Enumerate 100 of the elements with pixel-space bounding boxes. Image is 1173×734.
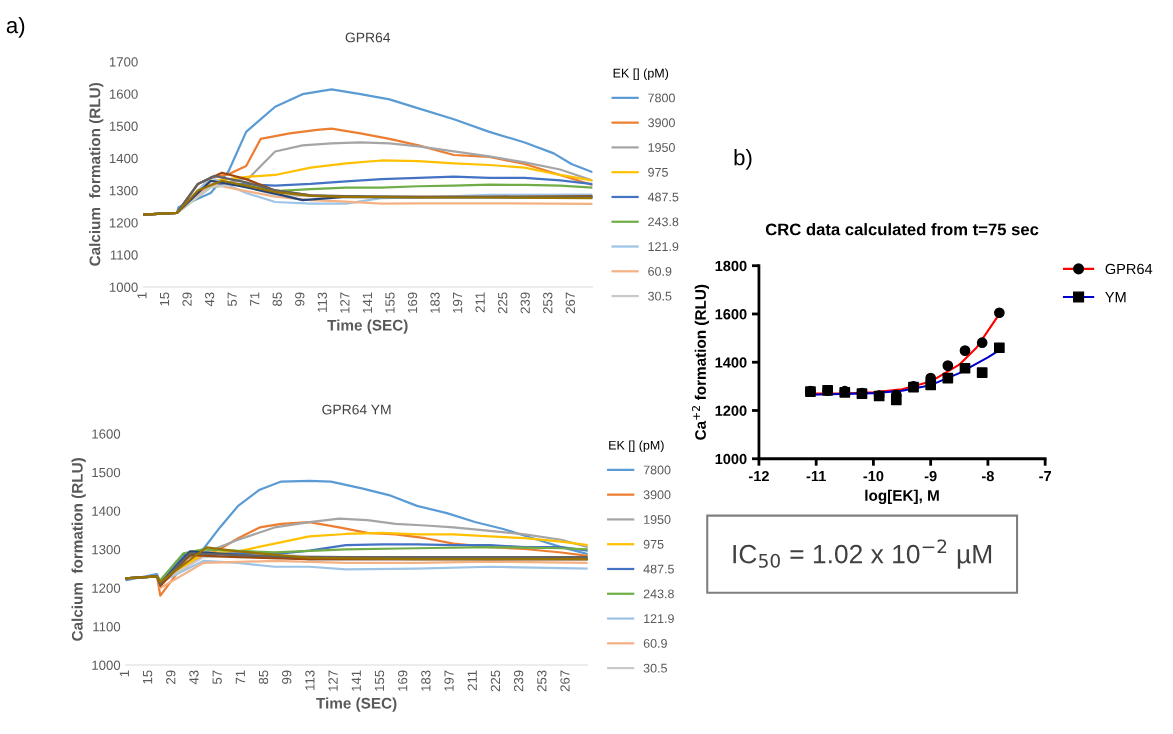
- x-tick-label: -11: [806, 471, 826, 482]
- y-tick-label: 1700: [109, 57, 138, 67]
- x-tick-label: 155: [374, 670, 385, 691]
- legend-label: 121.9: [648, 242, 679, 252]
- x-tick-label: -9: [924, 470, 937, 482]
- point: [976, 367, 988, 378]
- x-tick-label: 113: [317, 292, 327, 312]
- y-tick-label: 1200: [715, 405, 747, 416]
- x-tick-label: 15: [143, 670, 153, 684]
- legend-label: 3900: [643, 490, 671, 500]
- x-tick-label: 85: [272, 292, 282, 306]
- point: [959, 362, 971, 374]
- legend-title: EK [] (pM): [609, 440, 664, 453]
- legend-label: 243.8: [643, 589, 674, 599]
- legend-label: 975: [648, 167, 668, 177]
- legend-label: 975: [643, 539, 664, 549]
- x-tick-label: 71: [250, 292, 260, 306]
- x-tick-label: 1: [119, 670, 129, 677]
- x-tick-label: -7: [1039, 471, 1051, 482]
- point: [993, 342, 1005, 354]
- y-tick-label: 1300: [109, 185, 138, 196]
- x-tick-label: -10: [863, 470, 884, 482]
- legend-label: GPR64: [1105, 263, 1153, 275]
- x-tick-label: 127: [328, 670, 338, 691]
- legend-label: 1950: [644, 515, 671, 524]
- y-tick-label: 1600: [715, 309, 747, 320]
- text: a): [6, 16, 25, 38]
- x-tick-label: 225: [498, 292, 508, 314]
- x-tick-label: 57: [227, 292, 237, 306]
- x-tick-label: 43: [204, 292, 215, 307]
- legend-label: 487.5: [647, 192, 679, 202]
- legend-label: 487.5: [643, 564, 674, 574]
- x-tick-label: 99: [282, 670, 292, 684]
- x-tick-label: 155: [385, 292, 395, 313]
- point: [993, 307, 1005, 319]
- chart-title: CRC data calculated from t=75 sec: [765, 223, 1039, 236]
- y-tick-label: 1100: [110, 250, 138, 260]
- y-axis-title: Calcium formation (RLU): [71, 458, 86, 641]
- x-tick-label: 225: [490, 670, 501, 692]
- y-tick-label: 1500: [92, 467, 121, 478]
- text: b): [734, 149, 752, 170]
- x-tick-label: 239: [513, 670, 524, 692]
- x-tick-label: 85: [258, 670, 269, 684]
- y-tick-label: 1000: [715, 453, 747, 465]
- legend-label: 121.9: [644, 614, 674, 624]
- legend-label: 60.9: [643, 638, 667, 648]
- y-tick-label: 1200: [92, 583, 121, 593]
- x-tick-label: -8: [981, 470, 994, 482]
- x-axis-title: Time (SEC): [316, 697, 397, 712]
- x-tick-label: 15: [159, 292, 170, 306]
- x-axis-title: Time (SEC): [327, 319, 408, 334]
- point: [822, 385, 833, 396]
- x-tick-label: 71: [235, 670, 245, 684]
- legend-label: 30.5: [643, 663, 667, 673]
- legend-label: YM: [1105, 292, 1126, 303]
- point: [925, 379, 937, 391]
- y-tick-label: 1400: [92, 506, 121, 516]
- legend-label: 7800: [648, 93, 675, 103]
- point: [856, 388, 868, 399]
- x-axis-title: log[EK], M: [865, 489, 939, 505]
- text: IC$_{50}$ = 1.02 x 10$^{−2}$ µM: [733, 539, 992, 569]
- y-tick-label: 1000: [109, 282, 138, 292]
- y-tick-label: 1800: [715, 260, 747, 272]
- x-tick-label: 141: [362, 292, 372, 313]
- legend-label: 30.5: [648, 291, 672, 301]
- y-tick-label: 1100: [93, 622, 121, 632]
- x-tick-label: 141: [351, 670, 361, 691]
- x-tick-label: 183: [421, 670, 431, 691]
- chart-title: GPR64 YM: [322, 404, 391, 415]
- y-tick-label: 1600: [109, 89, 138, 99]
- y-tick-label: 1500: [109, 121, 138, 131]
- y-tick-label: 1200: [109, 218, 138, 228]
- x-tick-label: 99: [295, 292, 305, 306]
- legend-label: 7800: [643, 465, 671, 475]
- point: [976, 337, 988, 349]
- y-axis-title: Calcium formation (RLU): [89, 82, 104, 266]
- legend-label: 60.9: [648, 266, 672, 276]
- x-tick-label: 197: [444, 670, 454, 691]
- x-tick-label: 197: [452, 292, 463, 313]
- x-tick-label: 43: [189, 670, 199, 685]
- x-tick-label: 211: [467, 670, 477, 691]
- x-tick-label: 29: [182, 292, 192, 306]
- x-tick-label: 211: [475, 292, 485, 313]
- x-tick-label: 169: [407, 292, 418, 313]
- x-tick-label: 1: [137, 292, 147, 299]
- x-tick-label: 253: [543, 292, 553, 314]
- x-tick-label: 127: [340, 292, 350, 313]
- legend-label: 3900: [648, 118, 675, 128]
- legend-title: EK [] (pM): [613, 68, 669, 81]
- y-tick-label: 1000: [92, 660, 121, 670]
- y-tick-label: 1400: [109, 153, 138, 164]
- x-tick-label: 113: [305, 670, 315, 690]
- y-tick-label: 1600: [92, 429, 121, 439]
- chart-title: GPR64: [345, 32, 391, 43]
- x-tick-label: 253: [537, 670, 547, 692]
- x-tick-label: 239: [520, 292, 530, 314]
- x-tick-label: 169: [398, 670, 408, 691]
- point: [942, 360, 954, 371]
- x-tick-label: 29: [166, 670, 176, 684]
- x-tick-label: 183: [430, 292, 440, 313]
